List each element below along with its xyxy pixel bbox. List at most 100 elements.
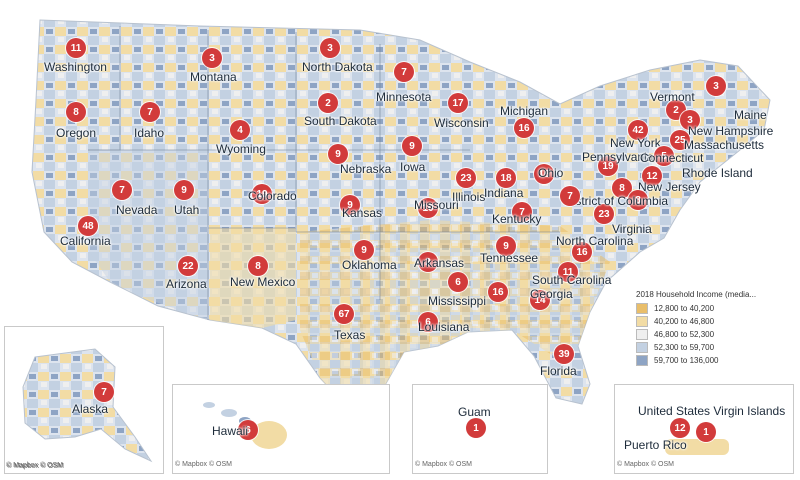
california-label: California xyxy=(60,234,111,248)
north-dakota-count-marker[interactable]: 3 xyxy=(320,38,340,58)
minnesota-label: Minnesota xyxy=(376,90,432,104)
ohio-label: Ohio xyxy=(538,166,564,180)
georgia-label: Georgia xyxy=(530,287,573,301)
new-hampshire-count-marker[interactable]: 3 xyxy=(680,110,700,130)
guam-attribution: © Mapbox © OSM xyxy=(415,461,472,468)
texas-count-marker[interactable]: 67 xyxy=(334,304,354,324)
legend-swatch xyxy=(636,329,648,340)
connecticut-label: Connecticut xyxy=(640,151,704,165)
rhode-island-label: Rhode Island xyxy=(682,166,753,180)
hawaii-label: Hawaii xyxy=(212,424,249,438)
connecticut-count-marker[interactable]: 5 xyxy=(654,146,674,166)
south-carolina-count-marker[interactable]: 11 xyxy=(558,262,578,282)
utah-label: Utah xyxy=(174,203,200,217)
florida-count-marker[interactable]: 39 xyxy=(554,344,574,364)
north-carolina-count-marker[interactable]: 16 xyxy=(572,242,592,262)
kentucky-label: Kentucky xyxy=(492,212,542,226)
new-jersey-count-marker[interactable]: 12 xyxy=(642,166,662,186)
oklahoma-count-marker[interactable]: 9 xyxy=(354,240,374,260)
alaska-label: Alaska xyxy=(72,402,109,416)
ohio-count-marker[interactable]: 16 xyxy=(534,164,554,184)
minnesota-count-marker[interactable]: 7 xyxy=(394,62,414,82)
indiana-count-marker[interactable]: 18 xyxy=(496,168,516,188)
michigan-count-marker[interactable]: 16 xyxy=(514,118,534,138)
nebraska-count-marker[interactable]: 9 xyxy=(328,144,348,164)
illinois-count-marker[interactable]: 23 xyxy=(456,168,476,188)
hawaii-inset: © Mapbox © OSM xyxy=(172,384,390,474)
guam-count-marker[interactable]: 1 xyxy=(466,418,486,438)
alaska-inset: © Mapbox © OSM xyxy=(4,326,164,474)
california-count-marker[interactable]: 48 xyxy=(78,216,98,236)
montana-count-marker[interactable]: 3 xyxy=(202,48,222,68)
puerto-rico-count-marker[interactable]: 1 xyxy=(696,422,716,442)
wyoming-count-marker[interactable]: 4 xyxy=(230,120,250,140)
nebraska-label: Nebraska xyxy=(340,162,392,176)
legend-label: 12,800 to 40,200 xyxy=(654,304,715,313)
michigan-label: Michigan xyxy=(500,104,549,118)
new-jersey-label: New Jersey xyxy=(638,180,701,194)
alabama-count-marker[interactable]: 16 xyxy=(488,282,508,302)
iowa-count-marker[interactable]: 9 xyxy=(402,136,422,156)
pennsylvania-count-marker[interactable]: 19 xyxy=(598,156,618,176)
new-mexico-count-marker[interactable]: 8 xyxy=(248,256,268,276)
legend-swatch xyxy=(636,342,648,353)
massachusetts-count-marker[interactable]: 25 xyxy=(670,130,690,150)
new-hampshire-label: New Hampshire xyxy=(688,124,774,138)
legend-item: 59,700 to 136,000 xyxy=(636,354,796,367)
oklahoma-label: Oklahoma xyxy=(342,258,397,272)
maryland-count-marker[interactable]: 8 xyxy=(612,178,632,198)
louisiana-count-marker[interactable]: 6 xyxy=(418,312,438,332)
hawaii-count-marker[interactable]: 6 xyxy=(238,420,258,440)
legend-item: 52,300 to 59,700 xyxy=(636,341,796,354)
alaska-attribution: © Mapbox © OSM xyxy=(7,463,64,470)
maine-count-marker[interactable]: 3 xyxy=(706,76,726,96)
tennessee-label: Tennessee xyxy=(480,251,539,265)
arizona-count-marker[interactable]: 22 xyxy=(178,256,198,276)
legend: 2018 Household Income (media... 12,800 t… xyxy=(636,290,796,367)
tennessee-count-marker[interactable]: 9 xyxy=(496,236,516,256)
west-virginia-count-marker[interactable]: 7 xyxy=(560,186,580,206)
new-mexico-shade xyxy=(210,228,296,328)
washington-count-marker[interactable]: 11 xyxy=(66,38,86,58)
new-york-count-marker[interactable]: 42 xyxy=(628,120,648,140)
arkansas-count-marker[interactable]: 2 xyxy=(418,252,438,272)
alaska-count-marker[interactable]: 7 xyxy=(94,382,114,402)
legend-label: 40,200 to 46,800 xyxy=(654,317,715,326)
idaho-count-marker[interactable]: 7 xyxy=(140,102,160,122)
legend-title: 2018 Household Income (media... xyxy=(636,290,757,299)
kentucky-count-marker[interactable]: 7 xyxy=(512,202,532,222)
usvi-pr-attribution: © Mapbox © OSM xyxy=(617,461,674,468)
mississippi-count-marker[interactable]: 6 xyxy=(448,272,468,292)
puerto-rico-label: Puerto Rico xyxy=(624,438,687,452)
wisconsin-label: Wisconsin xyxy=(434,116,489,130)
kansas-count-marker[interactable]: 9 xyxy=(340,195,360,215)
dc-count-marker[interactable]: 8 xyxy=(628,190,648,210)
washington-label: Washington xyxy=(44,60,107,74)
oregon-count-marker[interactable]: 8 xyxy=(66,102,86,122)
wisconsin-count-marker[interactable]: 17 xyxy=(448,93,468,113)
usvi-label: United States Virgin Islands xyxy=(638,404,786,418)
puerto-rico-shape xyxy=(665,439,729,455)
legend-label: 52,300 to 59,700 xyxy=(654,343,715,352)
texas-label: Texas xyxy=(334,328,366,342)
utah-count-marker[interactable]: 9 xyxy=(174,180,194,200)
idaho-label: Idaho xyxy=(134,126,165,140)
florida-label: Florida xyxy=(540,364,577,378)
indiana-label: Indiana xyxy=(484,186,524,200)
nevada-count-marker[interactable]: 7 xyxy=(112,180,132,200)
colorado-count-marker[interactable]: 19 xyxy=(252,184,272,204)
usvi-count-marker[interactable]: 12 xyxy=(670,418,690,438)
louisiana-label: Louisiana xyxy=(418,320,470,334)
georgia-count-marker[interactable]: 14 xyxy=(530,290,550,310)
missouri-label: Missouri xyxy=(414,198,459,212)
virginia-count-marker[interactable]: 23 xyxy=(594,204,614,224)
vermont-label: Vermont xyxy=(650,90,695,104)
missouri-count-marker[interactable]: 10 xyxy=(418,198,438,218)
nevada-label: Nevada xyxy=(116,203,158,217)
legend-swatch xyxy=(636,316,648,327)
illinois-label: Illinois xyxy=(452,190,486,204)
new-mexico-label: New Mexico xyxy=(230,275,296,289)
legend-swatch xyxy=(636,355,648,366)
south-dakota-count-marker[interactable]: 2 xyxy=(318,93,338,113)
legend-label: 59,700 to 136,000 xyxy=(654,356,719,365)
